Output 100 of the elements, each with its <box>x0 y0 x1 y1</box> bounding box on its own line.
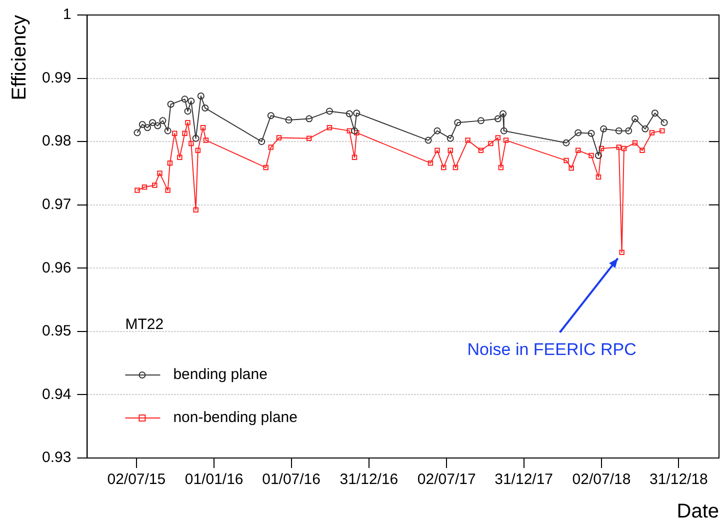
point <box>182 130 188 136</box>
point <box>632 140 638 146</box>
point <box>193 207 198 213</box>
annotation: Noise in FEERIC RPC <box>467 340 636 360</box>
y-tick-label: 0.99 <box>42 69 72 86</box>
point <box>353 110 360 117</box>
point <box>267 112 274 120</box>
point <box>326 125 332 130</box>
legend-label: bending plane <box>173 366 268 384</box>
point <box>631 115 638 122</box>
point <box>452 164 458 170</box>
y-tick-label: 0.96 <box>42 259 72 276</box>
point <box>346 110 353 118</box>
point <box>454 119 462 126</box>
point <box>574 129 582 136</box>
point <box>188 98 195 105</box>
y-tick-label: 0.94 <box>42 386 72 403</box>
x-tick-label: 01/01/16 <box>184 471 244 488</box>
point <box>134 188 140 193</box>
x-tick-label: 31/12/16 <box>340 471 398 488</box>
point <box>500 127 508 134</box>
point <box>640 148 645 154</box>
point <box>621 146 627 152</box>
y-tick-label: 0.98 <box>42 132 72 150</box>
point <box>165 188 170 193</box>
point <box>478 148 484 154</box>
point <box>200 125 206 130</box>
y-tick-label: 0.95 <box>42 322 72 340</box>
point <box>181 96 188 103</box>
point <box>660 119 668 126</box>
point <box>576 148 581 154</box>
point <box>354 130 360 136</box>
point <box>616 144 622 150</box>
point <box>188 140 194 146</box>
point <box>185 120 190 126</box>
point <box>568 166 574 171</box>
point <box>258 138 266 146</box>
point <box>619 250 624 255</box>
x-tick-label: 31/12/17 <box>494 471 554 488</box>
y-axis-title: Efficiency <box>8 15 31 100</box>
x-tick-label: 31/12/18 <box>649 471 708 488</box>
x-tick-label: 02/07/17 <box>417 471 476 488</box>
point <box>203 138 209 143</box>
point <box>306 115 313 122</box>
point <box>588 130 595 137</box>
y-tick-label: 0.97 <box>42 196 72 213</box>
point <box>346 128 352 134</box>
point <box>192 134 200 142</box>
point <box>154 122 162 130</box>
point <box>615 127 622 134</box>
point <box>428 160 434 166</box>
point <box>562 139 570 146</box>
point <box>276 135 282 140</box>
point <box>441 164 446 170</box>
point <box>649 130 655 136</box>
point <box>149 119 156 126</box>
point <box>477 117 484 124</box>
point <box>157 170 162 176</box>
x-tick-label: 01/07/16 <box>262 471 320 488</box>
point <box>159 117 166 124</box>
x-axis-title: Date <box>676 500 719 523</box>
point <box>500 110 507 118</box>
point <box>326 108 333 115</box>
point <box>197 92 204 100</box>
x-tick-label: 02/07/18 <box>572 471 631 488</box>
point <box>184 108 192 115</box>
point <box>465 138 470 143</box>
point <box>263 164 268 170</box>
point <box>625 127 632 134</box>
point <box>285 116 292 124</box>
point <box>306 136 312 142</box>
point <box>134 129 141 136</box>
point <box>660 128 665 134</box>
point <box>138 120 146 128</box>
point <box>434 127 441 134</box>
point <box>167 100 174 108</box>
point <box>596 174 602 180</box>
point <box>494 115 502 122</box>
point <box>177 154 182 160</box>
point <box>651 110 658 117</box>
point <box>167 160 173 166</box>
point <box>488 140 494 146</box>
point <box>503 138 509 143</box>
point <box>446 134 454 142</box>
point <box>594 152 602 159</box>
legend-title: MT22 <box>125 316 164 334</box>
point <box>424 136 432 144</box>
point <box>598 146 604 152</box>
point <box>495 135 501 140</box>
point <box>142 184 148 190</box>
point <box>448 148 454 154</box>
point <box>152 182 158 188</box>
point <box>434 148 440 154</box>
point <box>352 154 358 160</box>
point <box>195 148 201 154</box>
point <box>164 127 172 134</box>
x-tick-label: 02/07/15 <box>107 471 166 488</box>
point <box>172 130 178 136</box>
point <box>564 158 569 164</box>
legend-label: non-bending plane <box>173 409 298 426</box>
